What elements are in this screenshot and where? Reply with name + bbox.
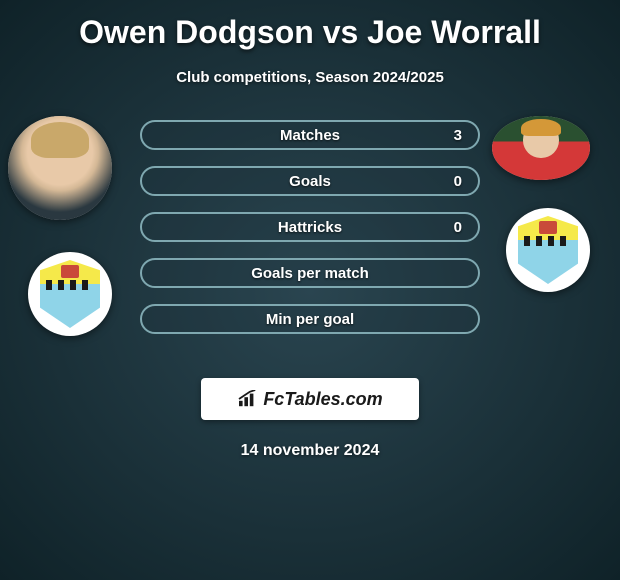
date-text: 14 november 2024 xyxy=(0,442,620,460)
stat-bar-list: Matches 3 Goals 0 Hattricks 0 Goals per … xyxy=(140,120,480,350)
stat-label: Min per goal xyxy=(266,311,354,328)
page-title: Owen Dodgson vs Joe Worrall xyxy=(0,0,620,51)
subtitle: Club competitions, Season 2024/2025 xyxy=(0,69,620,86)
player1-club-badge xyxy=(28,252,112,336)
chart-icon xyxy=(237,390,259,408)
player2-face-placeholder xyxy=(492,116,590,180)
stat-bar-hattricks: Hattricks 0 xyxy=(140,212,480,242)
player2-avatar xyxy=(492,116,590,180)
player1-face-placeholder xyxy=(8,116,112,220)
club-crest-icon xyxy=(40,260,100,328)
stat-value: 0 xyxy=(454,173,462,190)
stat-label: Goals xyxy=(289,173,331,190)
stat-bar-goals: Goals 0 xyxy=(140,166,480,196)
stat-value: 0 xyxy=(454,219,462,236)
stat-bar-min-per-goal: Min per goal xyxy=(140,304,480,334)
stat-label: Goals per match xyxy=(251,265,369,282)
stat-bar-goals-per-match: Goals per match xyxy=(140,258,480,288)
stat-label: Hattricks xyxy=(278,219,342,236)
stat-label: Matches xyxy=(280,127,340,144)
stat-value: 3 xyxy=(454,127,462,144)
stat-bar-matches: Matches 3 xyxy=(140,120,480,150)
comparison-panel: Matches 3 Goals 0 Hattricks 0 Goals per … xyxy=(0,116,620,366)
club-crest-icon xyxy=(518,216,578,284)
player2-club-badge xyxy=(506,208,590,292)
brand-text: FcTables.com xyxy=(263,389,382,410)
player1-avatar xyxy=(8,116,112,220)
brand-box: FcTables.com xyxy=(201,378,419,420)
